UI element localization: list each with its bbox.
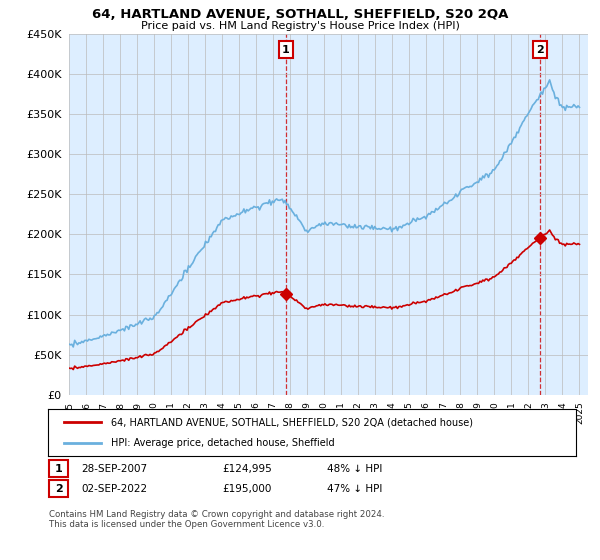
Text: 64, HARTLAND AVENUE, SOTHALL, SHEFFIELD, S20 2QA: 64, HARTLAND AVENUE, SOTHALL, SHEFFIELD,…: [92, 8, 508, 21]
Text: 47% ↓ HPI: 47% ↓ HPI: [327, 484, 382, 494]
Text: 1: 1: [55, 464, 62, 474]
Text: 1: 1: [282, 45, 290, 55]
Text: Contains HM Land Registry data © Crown copyright and database right 2024.
This d: Contains HM Land Registry data © Crown c…: [49, 510, 385, 529]
Text: HPI: Average price, detached house, Sheffield: HPI: Average price, detached house, Shef…: [112, 438, 335, 448]
Text: 2: 2: [536, 45, 544, 55]
Text: Price paid vs. HM Land Registry's House Price Index (HPI): Price paid vs. HM Land Registry's House …: [140, 21, 460, 31]
Text: 2: 2: [55, 484, 62, 494]
Text: £124,995: £124,995: [222, 464, 272, 474]
Text: 28-SEP-2007: 28-SEP-2007: [81, 464, 147, 474]
Text: 48% ↓ HPI: 48% ↓ HPI: [327, 464, 382, 474]
Text: 02-SEP-2022: 02-SEP-2022: [81, 484, 147, 494]
Text: £195,000: £195,000: [222, 484, 271, 494]
Text: 64, HARTLAND AVENUE, SOTHALL, SHEFFIELD, S20 2QA (detached house): 64, HARTLAND AVENUE, SOTHALL, SHEFFIELD,…: [112, 417, 473, 427]
